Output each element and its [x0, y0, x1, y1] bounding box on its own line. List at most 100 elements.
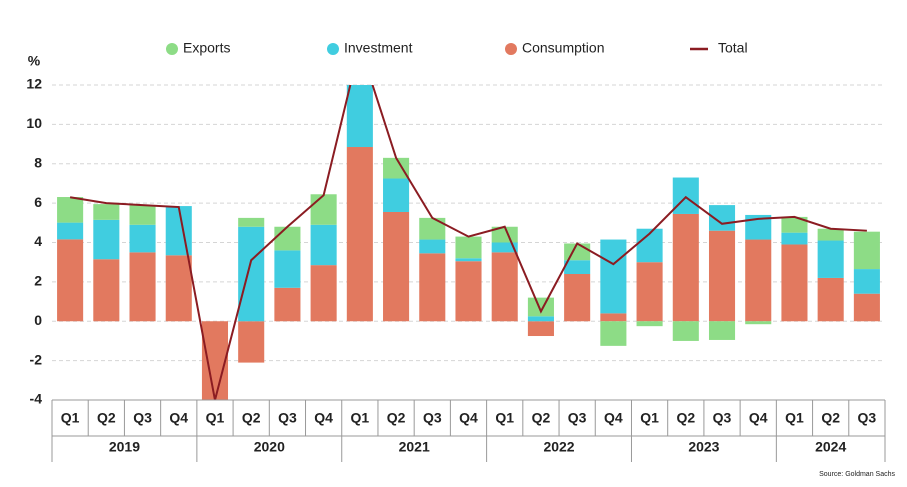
- x-group-label: 2024: [815, 439, 846, 455]
- bar: [527, 321, 554, 337]
- bar: [600, 313, 627, 322]
- x-group-label: 2023: [688, 439, 719, 455]
- bar: [564, 274, 591, 322]
- bar: [817, 277, 844, 322]
- legend-marker: [505, 43, 517, 55]
- x-tick-label: Q2: [821, 410, 840, 426]
- bar: [672, 213, 699, 322]
- x-tick-label: Q4: [314, 410, 333, 426]
- bar: [310, 265, 337, 322]
- bar: [310, 224, 337, 266]
- bar: [129, 205, 156, 225]
- bar: [238, 217, 265, 227]
- bar: [527, 316, 554, 322]
- x-group-label: 2020: [254, 439, 285, 455]
- bar: [708, 230, 736, 322]
- bar: [491, 252, 518, 322]
- x-tick-label: Q2: [676, 410, 695, 426]
- bar: [455, 236, 482, 259]
- y-tick-label: 8: [34, 154, 42, 170]
- bar: [57, 197, 84, 223]
- legend-label: Exports: [183, 40, 230, 56]
- bar: [201, 321, 229, 400]
- x-tick-label: Q1: [61, 410, 80, 426]
- x-tick-label: Q4: [169, 410, 188, 426]
- bar: [455, 261, 482, 322]
- bar: [383, 157, 410, 179]
- x-tick-label: Q3: [713, 410, 732, 426]
- y-tick-label: 10: [26, 115, 42, 131]
- bar: [745, 239, 772, 322]
- bar: [672, 321, 699, 341]
- x-group-label: 2019: [109, 439, 140, 455]
- x-group-label: 2022: [543, 439, 574, 455]
- y-tick-label: 4: [34, 233, 42, 249]
- x-tick-label: Q1: [495, 410, 514, 426]
- bar: [672, 177, 699, 214]
- x-group-label: 2021: [399, 439, 430, 455]
- x-tick-label: Q3: [568, 410, 587, 426]
- x-tick-label: Q1: [640, 410, 659, 426]
- total-line: [69, 85, 867, 400]
- bar: [310, 194, 337, 225]
- bar: [57, 239, 84, 322]
- bar: [165, 255, 192, 322]
- bar: [419, 217, 446, 240]
- bar: [383, 211, 410, 322]
- bar: [600, 239, 627, 314]
- bar: [527, 297, 554, 317]
- x-tick-label: Q2: [532, 410, 551, 426]
- bar: [817, 228, 844, 241]
- x-tick-label: Q1: [351, 410, 370, 426]
- bar: [491, 226, 518, 243]
- bar: [745, 321, 772, 325]
- bar: [708, 321, 736, 340]
- bar: [238, 321, 265, 363]
- bar: [165, 206, 192, 256]
- bar: [636, 321, 663, 327]
- bar: [129, 224, 156, 253]
- x-tick-label: Q4: [459, 410, 478, 426]
- legend-label: Total: [718, 40, 748, 56]
- y-tick-label: 2: [34, 273, 42, 289]
- bar: [600, 321, 627, 346]
- bar: [564, 260, 591, 274]
- x-tick-label: Q4: [604, 410, 623, 426]
- bar: [93, 219, 120, 260]
- legend-label: Consumption: [522, 40, 605, 56]
- legend-marker: [166, 43, 178, 55]
- bar: [346, 147, 373, 322]
- bar: [93, 259, 120, 322]
- source: Source: Goldman Sachs: [819, 471, 895, 478]
- bar: [781, 216, 808, 233]
- x-tick-label: Q3: [858, 410, 877, 426]
- bar: [129, 252, 156, 322]
- x-tick-label: Q1: [785, 410, 804, 426]
- bar: [57, 222, 84, 240]
- y-tick-label: 6: [34, 194, 42, 210]
- bar: [853, 269, 880, 294]
- y-tick-label: -4: [30, 391, 43, 407]
- x-tick-label: Q3: [423, 410, 442, 426]
- bar: [853, 231, 880, 270]
- bar: [346, 85, 373, 148]
- x-tick-label: Q1: [206, 410, 225, 426]
- bar: [419, 253, 446, 322]
- bar: [781, 244, 808, 322]
- bar: [274, 226, 301, 251]
- bar: [491, 242, 518, 253]
- bar: [781, 232, 808, 245]
- x-tick-label: Q2: [387, 410, 406, 426]
- x-tick-label: Q3: [133, 410, 152, 426]
- bar: [564, 243, 591, 261]
- bar: [636, 262, 663, 322]
- x-tick-label: Q2: [97, 410, 116, 426]
- y-axis-label: %: [28, 53, 41, 69]
- x-tick-label: Q4: [749, 410, 768, 426]
- y-tick-label: 12: [26, 76, 42, 92]
- bar: [274, 250, 301, 288]
- bar: [383, 178, 410, 212]
- y-tick-label: 0: [34, 312, 42, 328]
- x-tick-label: Q2: [242, 410, 261, 426]
